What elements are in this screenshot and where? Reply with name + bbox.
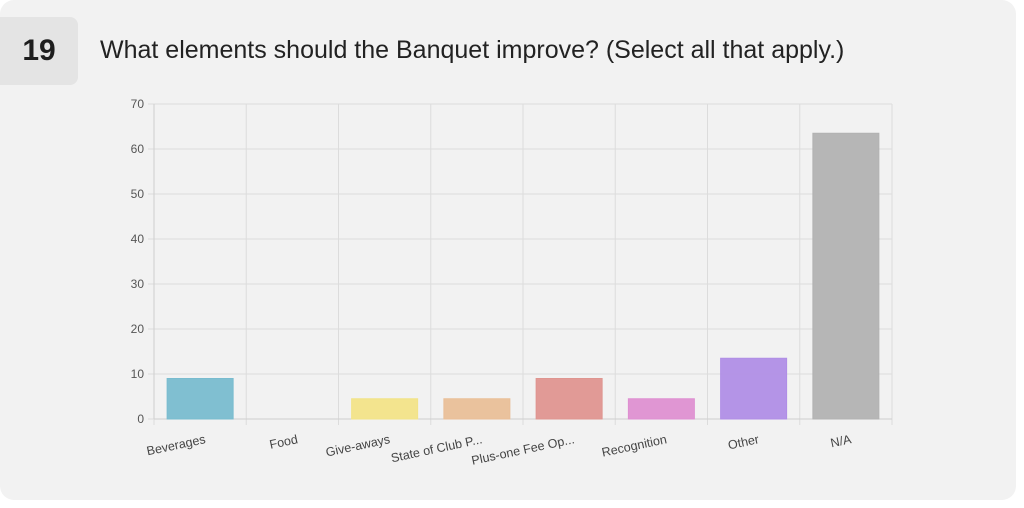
bar xyxy=(535,378,603,420)
bar xyxy=(812,132,880,420)
x-tick-label: Plus-one Fee Op... xyxy=(470,432,576,468)
x-tick-label: N/A xyxy=(829,432,853,450)
bar-chart: 0 10 20 30 40 50 60 70 Beverages Food Give-awaysSt… xyxy=(131,97,893,468)
bar xyxy=(351,398,419,420)
y-tick-label: 0 xyxy=(137,412,144,426)
x-tick-label: Give-aways xyxy=(324,432,391,459)
y-tick-label: 60 xyxy=(131,142,145,156)
question-number: 19 xyxy=(0,17,78,85)
y-tick-label: 20 xyxy=(131,322,145,336)
y-tick-label: 30 xyxy=(131,277,145,291)
question-card: 19 What elements should the Banquet impr… xyxy=(0,0,1016,500)
x-tick-label: Beverages xyxy=(145,432,206,458)
y-tick-label: 10 xyxy=(131,367,145,381)
bar xyxy=(720,357,788,420)
x-tick-label: Other xyxy=(727,432,760,452)
x-tick-label: Food xyxy=(268,432,299,452)
bar xyxy=(443,398,511,420)
bar xyxy=(627,398,695,420)
y-tick-label: 40 xyxy=(131,232,145,246)
y-tick-label: 50 xyxy=(131,187,145,201)
bar xyxy=(166,378,234,420)
y-tick-label: 70 xyxy=(131,97,145,111)
x-tick-label: State of Club P... xyxy=(390,432,484,465)
x-tick-label: Recognition xyxy=(601,432,669,459)
question-title: What elements should the Banquet improve… xyxy=(100,36,845,64)
